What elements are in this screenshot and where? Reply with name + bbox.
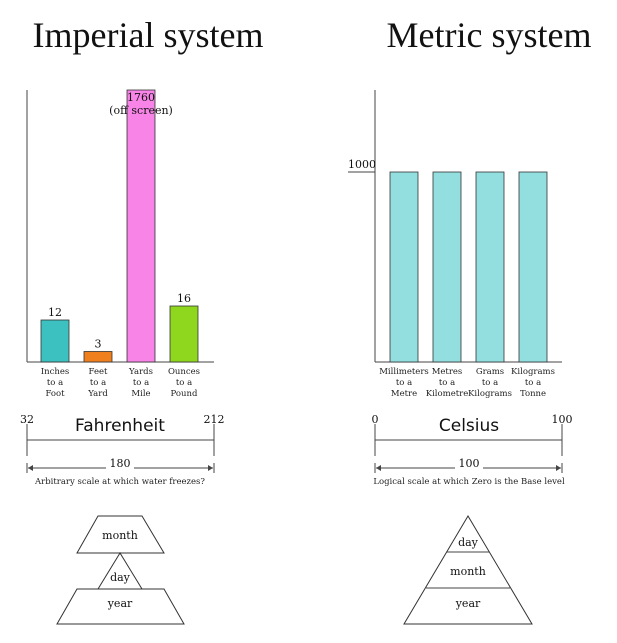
imperial-bar — [40, 319, 70, 363]
metric-category-label: to a — [396, 378, 412, 388]
metric-title: Metric system — [387, 15, 592, 55]
metric-bar — [518, 171, 548, 363]
metric-bar — [389, 171, 419, 363]
imperial-category-label: Yard — [87, 389, 108, 399]
metric-category-label: to a — [439, 378, 455, 388]
metric-category-label: to a — [482, 378, 498, 388]
imperial-category-label: to a — [47, 378, 63, 388]
metric-category-label: Grams — [476, 367, 504, 377]
celsius-left-value: 0 — [372, 413, 379, 426]
metric-category-label: Tonne — [520, 389, 546, 399]
imperial-pyramid-bottom-label: year — [107, 597, 133, 610]
fahrenheit-title: Fahrenheit — [75, 416, 165, 436]
imperial-category-label: Mile — [131, 389, 150, 399]
imperial-bar-value-label: 3 — [95, 338, 102, 351]
fahrenheit-right-value: 212 — [204, 413, 225, 426]
fahrenheit-arrow-left-head — [28, 465, 33, 471]
imperial-date-pyramid: month day year — [56, 515, 185, 625]
metric-category-label: Kilograms — [468, 389, 512, 399]
metric-pyramid-top-label: day — [458, 536, 479, 549]
metric-category-label: to a — [525, 378, 541, 388]
metric-category-label: Kilograms — [511, 367, 555, 377]
imperial-category-label: to a — [176, 378, 192, 388]
imperial-pyramid-middle-label: day — [110, 571, 131, 584]
metric-bar — [432, 171, 462, 363]
imperial-bar-value-label: 1760 — [127, 91, 155, 104]
imperial-bar-value-label: 12 — [48, 306, 62, 319]
imperial-category-label: to a — [133, 378, 149, 388]
imperial-bar — [126, 89, 156, 363]
fahrenheit-caption: Arbitrary scale at which water freezes? — [34, 477, 205, 487]
celsius-span-label-bg — [455, 458, 483, 470]
celsius-caption: Logical scale at which Zero is the Base … — [373, 477, 565, 487]
celsius-title: Celsius — [439, 416, 499, 436]
imperial-bar — [83, 351, 113, 363]
metric-category-label: Millimeters — [379, 367, 429, 377]
fahrenheit-span-label: 180 — [110, 457, 131, 470]
imperial-title: Imperial system — [33, 15, 264, 55]
metric-category-label: Metre — [391, 389, 417, 399]
celsius-arrow-left-head — [376, 465, 381, 471]
imperial-pyramid-bottom-block — [56, 588, 185, 625]
imperial-category-label: Foot — [45, 389, 65, 399]
metric-pyramid-outline — [403, 515, 533, 625]
metric-pyramid-bottom-label: year — [455, 597, 481, 610]
celsius-right-value: 100 — [552, 413, 573, 426]
fahrenheit-scale: 32 212 Fahrenheit 180 Arbitrary scale at… — [20, 413, 225, 487]
imperial-category-label: Inches — [41, 367, 69, 377]
imperial-category-label: Feet — [89, 367, 108, 377]
metric-category-label: Kilometre — [426, 389, 469, 399]
metric-bar — [475, 171, 505, 363]
imperial-category-label: Yards — [128, 367, 153, 377]
celsius-arrow-right-head — [556, 465, 561, 471]
imperial-category-label: Pound — [171, 389, 198, 399]
fahrenheit-span-label-bg — [106, 458, 134, 470]
metric-pyramid-middle-label: month — [450, 565, 486, 578]
fahrenheit-left-value: 32 — [20, 413, 34, 426]
metric-date-pyramid: day month year — [403, 515, 533, 625]
imperial-bar-value-label: 16 — [177, 292, 191, 305]
celsius-scale: 0 100 Celsius 100 Logical scale at which… — [372, 413, 573, 487]
imperial-bar — [169, 305, 199, 363]
fahrenheit-arrow-right-head — [208, 465, 213, 471]
celsius-span-label: 100 — [459, 457, 480, 470]
metric-category-label: Metres — [432, 367, 463, 377]
imperial-bar-offscreen-note: (off screen) — [109, 104, 173, 117]
imperial-category-label: to a — [90, 378, 106, 388]
imperial-category-label: Ounces — [168, 367, 200, 377]
imperial-pyramid-top-block — [76, 515, 165, 554]
imperial-pyramid-top-label: month — [102, 529, 138, 542]
metric-reference-label: 1000 — [348, 158, 376, 171]
